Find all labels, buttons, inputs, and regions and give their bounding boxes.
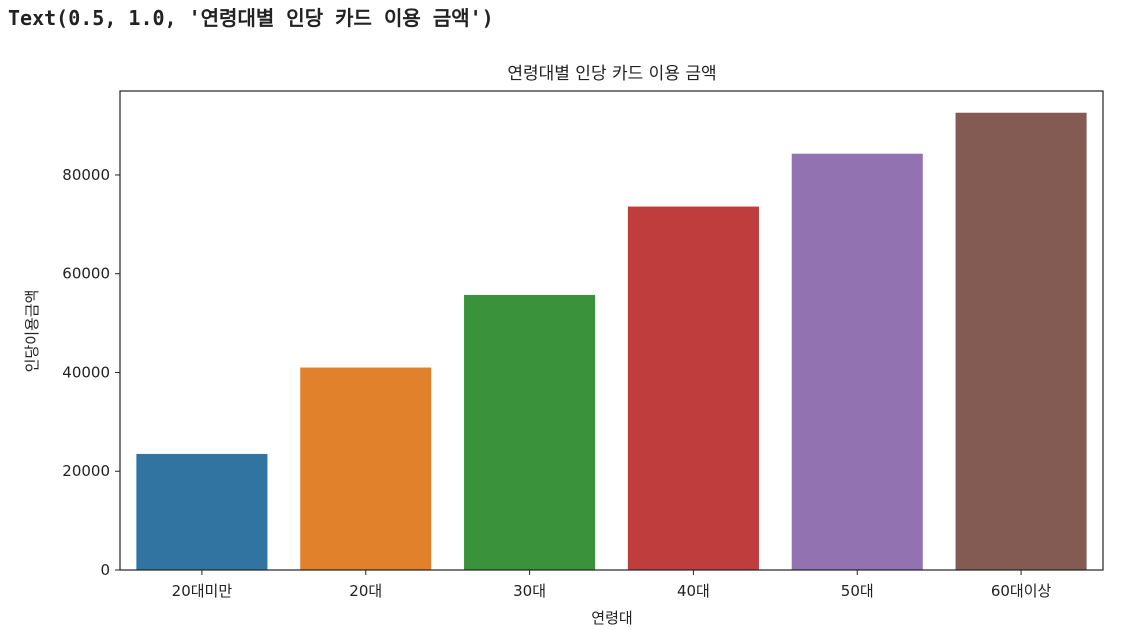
y-tick-label: 80000 bbox=[62, 166, 110, 184]
bar-20대미만 bbox=[136, 453, 268, 570]
bar-20대 bbox=[300, 367, 432, 570]
y-tick-label: 40000 bbox=[62, 363, 110, 381]
bar-30대 bbox=[464, 294, 596, 570]
x-tick-label: 40대 bbox=[677, 582, 710, 600]
bar-60대이상 bbox=[955, 112, 1087, 570]
x-tick-label: 30대 bbox=[513, 582, 546, 600]
y-tick-label: 20000 bbox=[62, 462, 110, 480]
bar-50대 bbox=[791, 153, 923, 571]
bar-40대 bbox=[627, 206, 759, 570]
y-axis-label: 인당이용금액 bbox=[23, 290, 41, 373]
plot-frame bbox=[119, 90, 1104, 571]
x-tick-label: 50대 bbox=[841, 582, 874, 600]
x-tick-label: 20대 bbox=[349, 582, 382, 600]
y-axis: 0 20000 40000 60000 80000 bbox=[62, 166, 120, 579]
x-axis-label: 연령대 bbox=[591, 609, 632, 627]
y-tick-label: 60000 bbox=[62, 265, 110, 283]
x-tick-label: 20대미만 bbox=[172, 582, 233, 600]
x-tick-label: 60대이상 bbox=[991, 582, 1052, 600]
x-axis: 20대미만 20대 30대 40대 50대 60대이상 bbox=[172, 570, 1052, 600]
output-repr-text: Text(0.5, 1.0, '연령대별 인당 카드 이용 금액') bbox=[8, 6, 494, 30]
bars-group bbox=[136, 112, 1087, 571]
chart-title: 연령대별 인당 카드 이용 금액 bbox=[507, 64, 716, 84]
y-tick-label: 0 bbox=[100, 561, 110, 579]
